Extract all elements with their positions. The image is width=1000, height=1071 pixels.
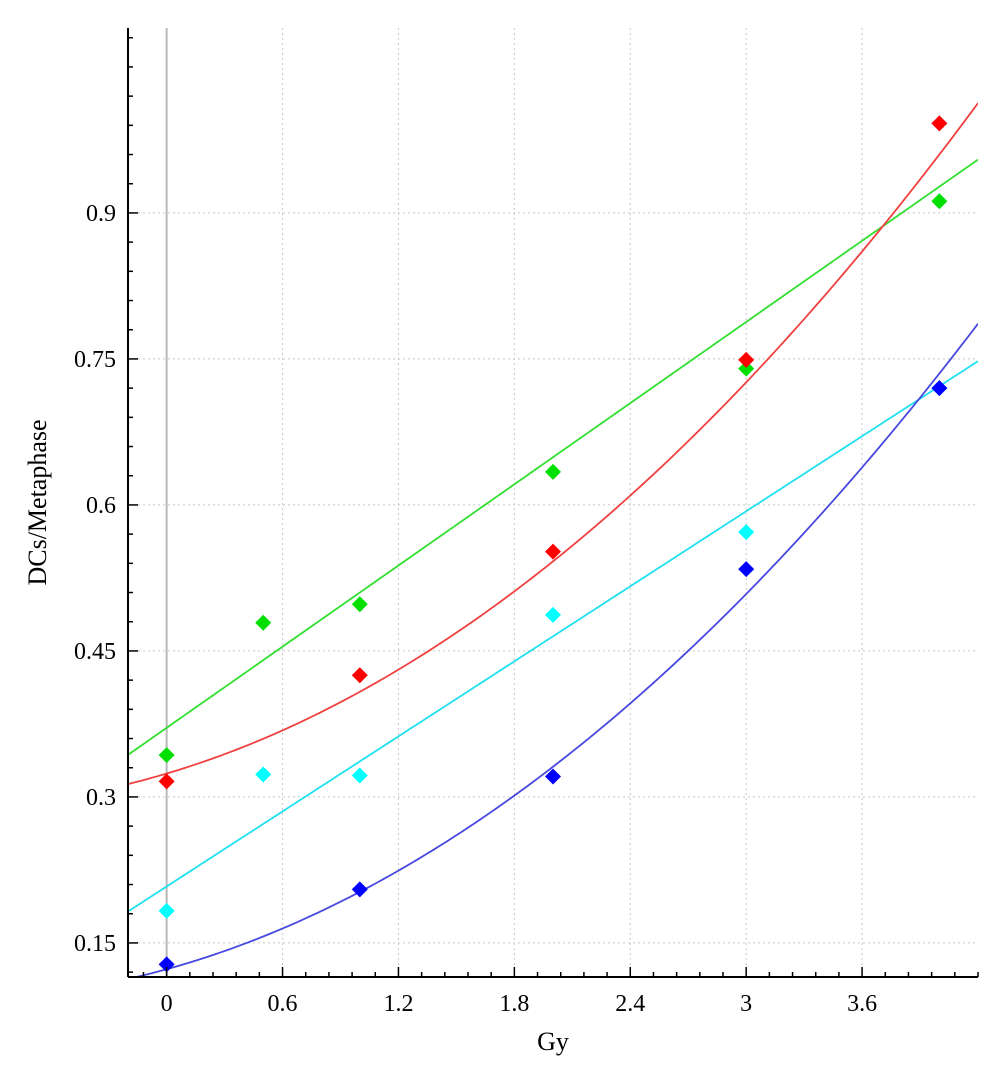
data-point-series-2 bbox=[738, 351, 755, 368]
data-point-series-2 bbox=[351, 667, 368, 684]
data-point-series-1 bbox=[545, 463, 561, 480]
grid bbox=[128, 28, 978, 977]
data-point-series-4 bbox=[351, 881, 368, 898]
data-point-series-4 bbox=[545, 768, 561, 785]
data-point-series-1 bbox=[351, 596, 368, 613]
x-tick-label: 0.6 bbox=[268, 991, 298, 1017]
x-tick-label: 1.8 bbox=[499, 991, 529, 1017]
axes bbox=[127, 28, 978, 978]
x-tick-label: 2.4 bbox=[615, 991, 645, 1017]
fit-line-3 bbox=[128, 360, 978, 913]
data-point-series-3 bbox=[738, 524, 755, 541]
data-point-series-4 bbox=[931, 380, 948, 397]
data-point-series-2 bbox=[931, 115, 948, 132]
y-tick-label: 0.6 bbox=[86, 493, 116, 519]
data-point-series-3 bbox=[545, 606, 561, 623]
fit-line-2 bbox=[128, 102, 978, 785]
fit-line-4 bbox=[132, 323, 978, 977]
data-point-series-3 bbox=[351, 767, 368, 784]
data-point-series-3 bbox=[158, 902, 175, 919]
y-tick-label: 0.15 bbox=[74, 931, 116, 957]
data-point-series-1 bbox=[158, 747, 175, 764]
x-axis-title: Gy bbox=[537, 1027, 569, 1056]
y-tick-label: 0.75 bbox=[74, 347, 116, 373]
data-point-series-4 bbox=[738, 561, 755, 578]
y-tick-label: 0.9 bbox=[86, 201, 116, 227]
y-tick-label: 0.3 bbox=[86, 785, 116, 811]
data-point-series-2 bbox=[545, 543, 561, 560]
fit-lines bbox=[128, 102, 978, 977]
data-point-series-1 bbox=[738, 360, 755, 377]
data-points bbox=[158, 115, 948, 973]
data-point-series-1 bbox=[255, 614, 272, 631]
x-tick-label: 3 bbox=[740, 991, 752, 1017]
x-tick-label: 0 bbox=[161, 991, 173, 1017]
data-point-series-4 bbox=[158, 956, 175, 973]
y-axis-title: DCs/Metaphase bbox=[23, 419, 52, 585]
ticks: 0.15 0.3 0.45 0.6 0.75 0.9 0 0.6 1.2 1.8 2.4 3 3.6 bbox=[74, 36, 979, 1017]
data-point-series-3 bbox=[255, 766, 272, 783]
data-point-series-2 bbox=[158, 773, 175, 790]
x-tick-label: 1.2 bbox=[383, 991, 413, 1017]
y-tick-label: 0.45 bbox=[74, 639, 116, 665]
fit-line-1 bbox=[128, 158, 978, 756]
data-point-series-1 bbox=[931, 193, 948, 210]
x-tick-label: 3.6 bbox=[847, 991, 877, 1017]
